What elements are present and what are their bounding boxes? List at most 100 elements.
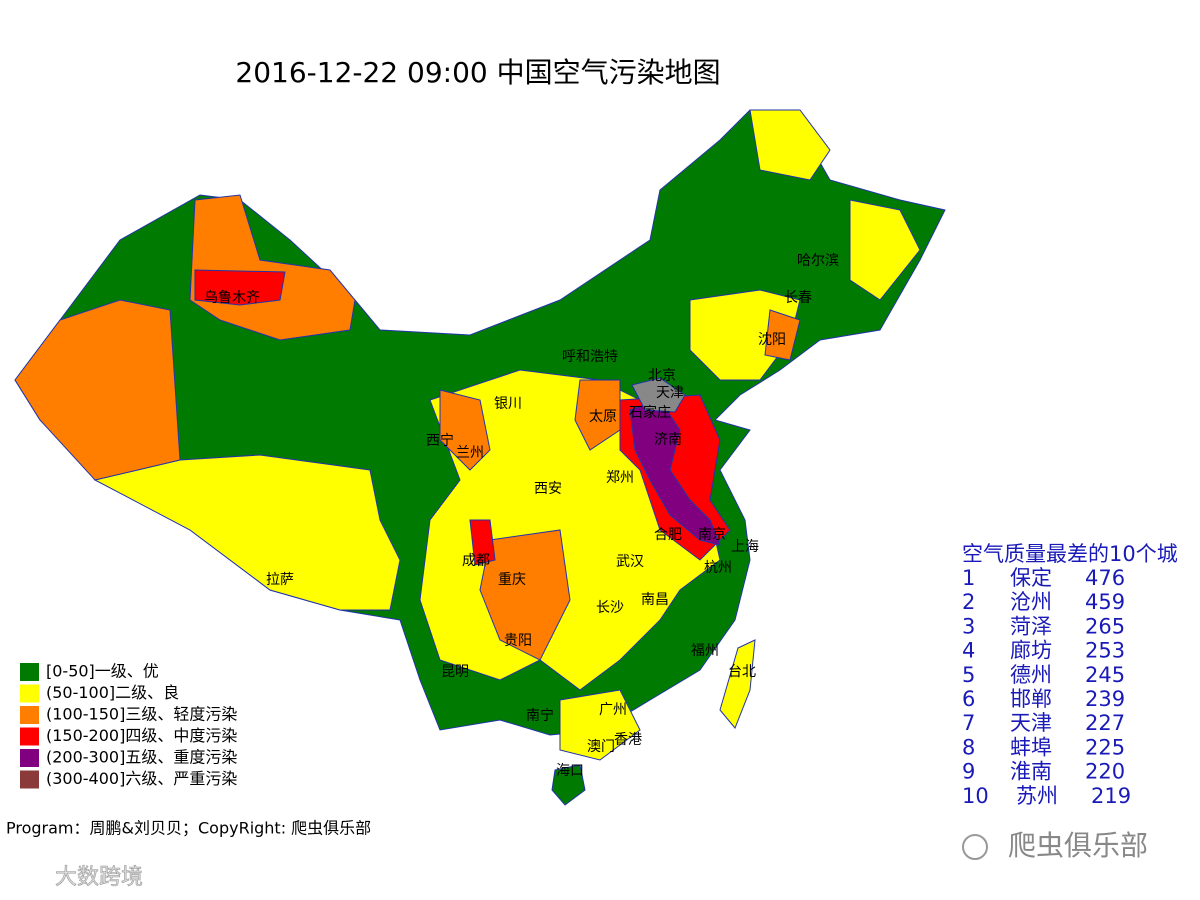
title: 2016-12-22 09:00 中国空气污染地图 [235,56,720,89]
watermark: 大数跨境 [55,865,143,890]
region [93,454,401,611]
rank-city: 德州 [1010,663,1052,687]
rank-number: 5 [962,663,975,687]
legend-swatch [20,770,39,789]
city-label: 杭州 [704,560,732,576]
footer: Program：周鹏&刘贝贝；CopyRight: 爬虫俱乐部 [6,819,371,838]
region [574,379,621,451]
rank-value: 219 [1091,784,1131,808]
city-label: 成都 [462,553,490,569]
rank-value: 220 [1085,760,1125,784]
city-label: 南昌 [641,592,669,608]
legend-swatch [20,706,39,724]
legend-label: (50-100]二级、良 [46,683,179,702]
rank-number: 1 [962,566,975,590]
ranking-title: 空气质量最差的10个城 [962,542,1178,566]
rank-value: 239 [1085,687,1125,711]
region [194,269,286,306]
city-label: 呼和浩特 [562,349,618,365]
region [719,639,756,729]
rank-value: 459 [1085,590,1125,614]
city-label: 长沙 [596,600,624,616]
region [749,109,831,181]
rank-city: 蚌埠 [1010,735,1052,759]
city-label: 兰州 [456,445,484,461]
city-label: 天津 [656,385,684,401]
city-label: 台北 [728,664,756,680]
city-label: 西安 [534,481,562,497]
city-label: 哈尔滨 [797,253,839,269]
rank-number: 9 [962,760,975,784]
rank-city: 保定 [1010,566,1052,590]
region [849,199,921,301]
city-label: 武汉 [616,554,644,570]
legend-label: (150-200]四级、中度污染 [46,726,237,745]
legend-label: (200-300]五级、重度污染 [46,748,237,767]
city-label: 北京 [648,368,676,384]
legend-label: [0-50]一级、优 [46,662,159,681]
wechat-icon [962,834,988,860]
rank-number: 2 [962,590,975,614]
city-label: 沈阳 [758,332,786,348]
city-label: 南京 [698,527,726,543]
city-label: 澳门 [587,739,615,755]
rank-number: 7 [962,711,975,735]
rank-city: 邯郸 [1010,687,1052,711]
region [469,519,496,566]
city-label: 长春 [784,290,812,306]
region [764,309,801,361]
city-label: 银川 [494,396,522,412]
city-label: 石家庄 [629,404,671,421]
rank-city: 苏州 [1016,784,1058,808]
city-label: 贵阳 [504,633,532,649]
rank-value: 265 [1085,614,1125,638]
city-label: 上海 [731,539,759,555]
rank-value: 253 [1085,639,1125,663]
legend-swatch [20,727,39,746]
rank-number: 3 [962,614,975,638]
city-label: 西宁 [426,432,454,449]
region [439,389,491,471]
rank-city: 沧州 [1010,590,1052,614]
city-label: 南宁 [526,707,554,724]
rank-number: 4 [962,639,975,663]
legend-swatch [20,663,39,681]
legend: [0-50]一级、优 (50-100]二级、良 (100-150]三级、轻度污染 (1… [20,662,237,789]
legend-label: (100-150]三级、轻度污染 [46,705,237,724]
city-label: 海口 [556,763,584,779]
city-label: 郑州 [606,470,634,486]
city-label: 乌鲁木齐 [204,290,260,306]
rank-number: 6 [962,687,975,711]
city-label: 拉萨 [266,572,294,588]
city-label: 香港 [614,732,642,748]
region [551,764,586,806]
region [559,689,641,761]
legend-swatch [20,749,39,767]
city-label: 福州 [691,643,719,659]
region [629,399,721,546]
rank-city: 天津 [1010,711,1052,735]
city-label: 合肥 [654,527,682,543]
map-regions [14,109,946,806]
city-label: 重庆 [498,572,526,588]
rank-value: 476 [1085,566,1125,590]
legend-swatch [20,684,39,703]
region [479,529,571,661]
rank-value: 245 [1085,663,1125,687]
rank-city: 廊坊 [1010,639,1052,663]
no-data-region [631,377,686,413]
rank-value: 225 [1085,735,1125,759]
rank-number: 8 [962,735,975,759]
rank-value: 227 [1085,711,1125,735]
city-label: 太原 [589,409,617,425]
city-label: 济南 [654,432,682,448]
rank-city: 淮南 [1010,760,1052,784]
city-label: 广州 [599,702,627,718]
watermark: 爬虫俱乐部 [1008,829,1148,862]
legend-label: (300-400]六级、严重污染 [46,769,237,788]
city-label: 昆明 [441,664,469,680]
rank-city: 菏泽 [1010,614,1052,638]
